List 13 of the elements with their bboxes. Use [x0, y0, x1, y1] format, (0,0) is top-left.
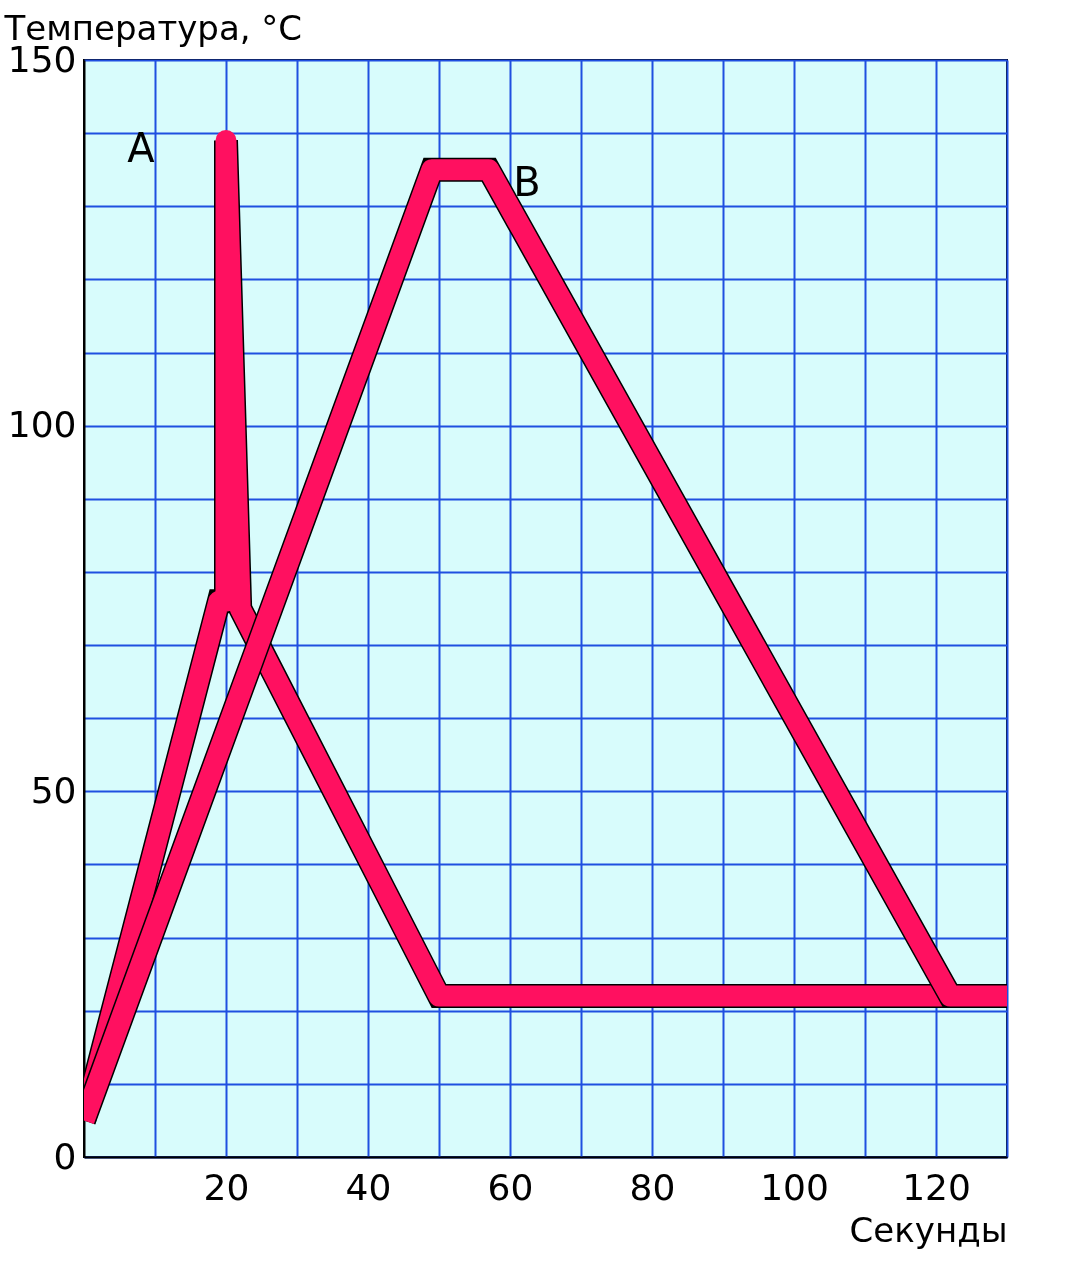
- x-tick-label: 120: [902, 1166, 971, 1208]
- x-axis-title: Секунды: [849, 1209, 1008, 1250]
- x-tick-label: 20: [203, 1166, 250, 1208]
- y-tick-label: 0: [53, 1135, 77, 1177]
- y-tick-label: 50: [30, 769, 77, 811]
- x-tick-label: 100: [760, 1166, 829, 1208]
- series-label: A: [127, 125, 156, 172]
- series-label: B: [513, 158, 541, 205]
- y-axis-title: Температура, °C: [3, 7, 303, 48]
- x-tick-label: 40: [345, 1166, 392, 1208]
- y-tick-label: 100: [7, 404, 77, 446]
- x-tick-label: 80: [629, 1166, 676, 1208]
- x-tick-label: 60: [487, 1166, 534, 1208]
